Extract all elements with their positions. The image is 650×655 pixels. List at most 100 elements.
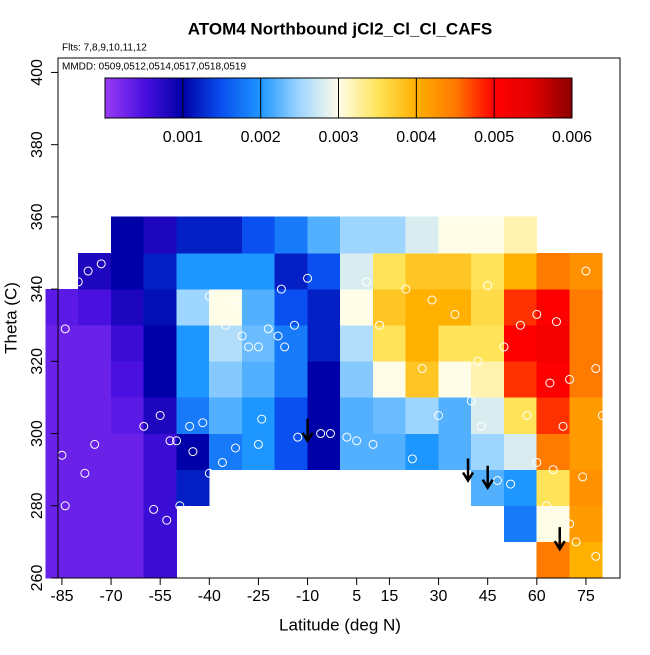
point xyxy=(483,281,493,290)
cell xyxy=(241,397,276,434)
cell xyxy=(503,361,538,398)
cell xyxy=(176,252,210,290)
cell xyxy=(307,433,341,470)
cell xyxy=(110,505,145,543)
cell xyxy=(471,216,505,254)
point xyxy=(473,356,483,366)
point xyxy=(253,439,263,449)
cell xyxy=(176,361,210,398)
cell xyxy=(110,288,145,326)
cell xyxy=(241,216,276,254)
cell xyxy=(110,252,145,290)
point xyxy=(188,447,198,457)
cell xyxy=(143,252,177,290)
cell xyxy=(503,505,538,543)
point xyxy=(96,259,106,269)
point xyxy=(175,501,185,511)
cell xyxy=(438,324,472,362)
cell xyxy=(536,397,570,434)
cell xyxy=(340,433,374,470)
cell xyxy=(241,288,276,326)
point xyxy=(515,320,525,330)
point xyxy=(362,277,372,287)
cell xyxy=(471,397,505,434)
cell xyxy=(503,288,538,326)
point xyxy=(375,320,385,330)
cell xyxy=(405,288,439,326)
cell xyxy=(78,505,112,543)
point xyxy=(466,396,476,406)
cell xyxy=(110,324,145,362)
point xyxy=(165,436,175,446)
cell xyxy=(209,252,243,290)
point xyxy=(506,479,516,489)
cell xyxy=(536,541,570,579)
cell xyxy=(78,541,112,579)
y-tick-label: 360 xyxy=(29,203,46,230)
cell xyxy=(438,252,472,290)
point xyxy=(407,454,417,464)
point xyxy=(476,421,486,431)
cell xyxy=(143,469,177,507)
point xyxy=(597,411,607,420)
colorbar: 0.001 0.002 0.003 0.004 0.005 0.006 xyxy=(104,77,592,146)
point xyxy=(427,295,437,305)
cell xyxy=(307,361,341,398)
point xyxy=(565,374,575,384)
colorbar-tick-label: 0.004 xyxy=(396,129,436,146)
cell xyxy=(372,361,407,398)
point xyxy=(289,320,299,330)
cell xyxy=(405,252,439,290)
cell xyxy=(536,469,570,507)
x-tick-label: -70 xyxy=(99,588,122,605)
y-tick-label: 400 xyxy=(29,59,46,86)
axes: -85 -70 -55 -40 -25 -10 5 15 30 45 60 75 260 280 300 32… xyxy=(29,59,595,605)
point xyxy=(548,465,558,475)
point xyxy=(231,443,241,453)
cell xyxy=(569,469,603,507)
cell xyxy=(569,324,603,362)
cell xyxy=(307,252,341,290)
point xyxy=(221,320,231,330)
cell xyxy=(471,252,505,290)
point xyxy=(139,421,149,431)
point xyxy=(253,342,263,352)
point xyxy=(83,266,93,276)
point xyxy=(434,411,444,420)
x-tick-label: 30 xyxy=(430,588,448,605)
colorbar-tick-label: 0.001 xyxy=(163,129,203,146)
point xyxy=(342,432,352,442)
cell xyxy=(45,288,79,326)
y-tick-label: 300 xyxy=(29,420,46,447)
cell xyxy=(503,252,538,290)
y-tick-label: 260 xyxy=(29,565,46,592)
cell xyxy=(438,397,472,434)
point xyxy=(571,537,581,547)
cell xyxy=(110,216,145,254)
cell xyxy=(503,433,538,470)
cell xyxy=(536,505,570,543)
point xyxy=(545,378,555,388)
cell xyxy=(78,252,112,290)
heatmap xyxy=(45,216,603,579)
cell xyxy=(274,397,308,434)
cell xyxy=(405,324,439,362)
point xyxy=(90,439,100,449)
point xyxy=(558,421,568,431)
cell xyxy=(569,505,603,543)
colorbar-tick-label: 0.003 xyxy=(318,129,358,146)
cell xyxy=(307,216,341,254)
cell xyxy=(110,361,145,398)
point xyxy=(204,291,214,301)
y-axis-label: Theta (C) xyxy=(1,282,20,354)
point xyxy=(244,342,254,352)
point xyxy=(257,414,267,424)
point xyxy=(522,411,532,420)
cell xyxy=(536,361,570,398)
point xyxy=(280,342,290,352)
cell xyxy=(143,324,177,362)
cell xyxy=(471,324,505,362)
cell xyxy=(372,397,407,434)
cell xyxy=(45,505,79,543)
